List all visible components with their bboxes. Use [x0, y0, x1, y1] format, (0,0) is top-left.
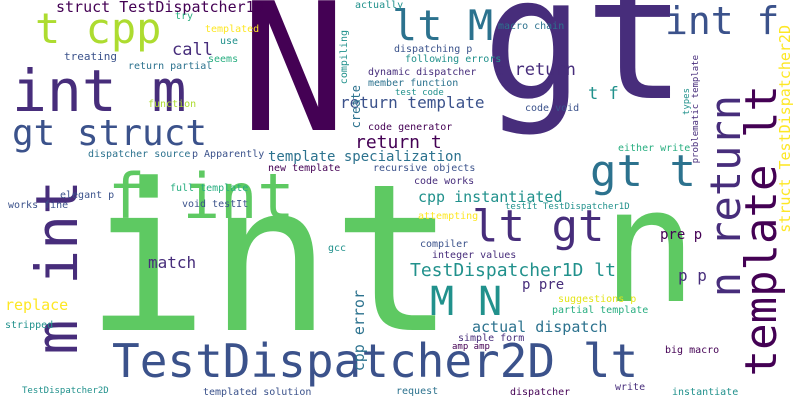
word-template-specialization: template specialization: [268, 149, 462, 165]
word-p-p: p p: [678, 266, 707, 285]
word-problematic-template: problematic template: [691, 55, 701, 164]
word-write: write: [615, 382, 646, 393]
word-big-macro: big macro: [665, 345, 720, 356]
word-return-template: return template: [340, 93, 485, 112]
word-TestDispatcher2D: TestDispatcher2D: [22, 386, 109, 396]
word-templated: templated: [205, 24, 260, 35]
word-function: function: [148, 99, 197, 110]
word-attempting: attempting: [418, 211, 479, 222]
word-dynamic-dispatcher: dynamic dispatcher: [368, 67, 477, 78]
word-integer-values: integer values: [432, 250, 517, 261]
word-simple-form: simple form: [458, 333, 525, 344]
word-f-int: f int: [108, 160, 295, 233]
word-M-N: M N: [430, 279, 503, 325]
word-partial-template: partial template: [552, 305, 649, 316]
word-n: n: [602, 155, 698, 339]
word-code-generator: code generator: [368, 122, 453, 133]
word-new-template: new template: [268, 163, 341, 174]
word-testIt-TestDispatcher1D: testIt TestDispatcher1D: [505, 202, 630, 212]
word-return-t: return t: [355, 132, 442, 153]
word-recursive-objects: recursive objects: [373, 163, 476, 174]
word-following-errors: following errors: [405, 54, 502, 65]
word-code-works: code works: [414, 176, 475, 187]
word-actual-dispatch: actual dispatch: [472, 318, 608, 336]
word-void-testIt: void testIt: [182, 199, 249, 210]
word-suggestions-p: suggestions p: [558, 294, 637, 305]
word-treating: treating: [64, 50, 117, 63]
word-cpp-instantiated: cpp instantiated: [418, 188, 563, 206]
word-use: use: [220, 36, 239, 47]
word-pre-p: pre p: [660, 227, 703, 243]
word-test-code: test code: [395, 88, 444, 98]
word-amp-amp: amp amp: [452, 342, 490, 352]
word-return-partial: return partial: [128, 61, 213, 72]
word-templated-solution: templated solution: [203, 387, 312, 398]
word-cpp-error: cpp error: [350, 290, 368, 372]
word-replace: replace: [5, 296, 69, 314]
word-lt-M: lt M: [392, 1, 494, 50]
word-gt-struct: gt struct: [12, 113, 208, 154]
word-full-template: full template: [170, 183, 249, 194]
word-works-fine: works fine: [8, 200, 69, 211]
word-t-f: t f: [588, 84, 619, 104]
word-match: match: [148, 253, 197, 272]
word-compiler: compiler: [420, 239, 469, 250]
word-int: int: [85, 141, 456, 379]
word-stripped: stripped: [5, 320, 54, 331]
word-seems: seems: [208, 54, 239, 65]
word-gcc: gcc: [328, 243, 347, 254]
word-request: request: [396, 386, 439, 397]
word-struct-TestDispatcher2D: struct TestDispatcher2D: [776, 25, 794, 233]
word-create: create: [349, 85, 363, 129]
word-t-cpp: t cpp: [35, 4, 162, 53]
word-compiling: compiling: [339, 30, 350, 85]
word-member-function: member function: [368, 78, 459, 89]
word-dispatching-p: dispatching p: [394, 44, 473, 55]
word-lt-gt: lt gt: [472, 201, 605, 252]
word-code-void: code void: [525, 103, 580, 114]
word-int-m: int m: [12, 57, 187, 125]
word-macro-chain: macro chain: [498, 21, 565, 32]
word-either-write: either write: [618, 143, 691, 154]
word-call: call: [172, 40, 213, 60]
word-instantiate: instantiate: [672, 387, 739, 398]
word-p-Apparently: p Apparently: [192, 149, 265, 160]
word-gt-t: gt t: [590, 146, 696, 197]
word-N: N: [240, 0, 348, 172]
word-dispatcher: dispatcher: [510, 387, 571, 398]
word-int-f: int f: [665, 0, 780, 43]
word-p-pre: p pre: [522, 277, 565, 293]
word-gt: gt: [482, 0, 687, 139]
word-TestDispatcher2D-lt: TestDispatcher2D lt: [112, 334, 639, 388]
word-TestDispatcher1D-lt: TestDispatcher1D lt: [410, 260, 616, 281]
word-elegant-p: elegant p: [60, 190, 115, 201]
word-actually: actually: [355, 0, 404, 11]
word-dispatcher-source: dispatcher source: [88, 149, 191, 160]
word-try: try: [175, 11, 194, 22]
word-struct-TestDispatcher1D: struct TestDispatcher1D: [56, 0, 264, 16]
word-t-return: t return: [494, 60, 576, 80]
